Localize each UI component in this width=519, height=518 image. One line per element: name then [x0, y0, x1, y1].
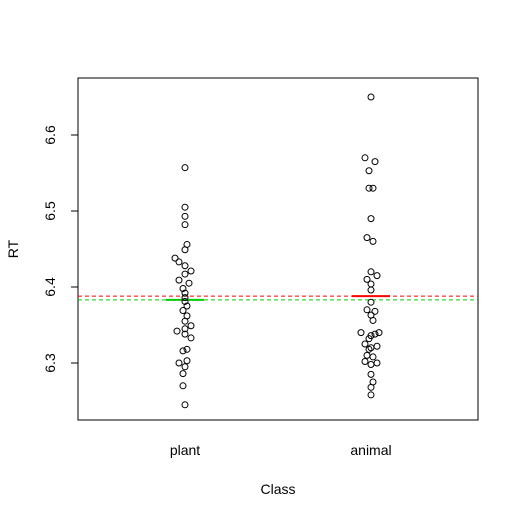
data-point [171, 254, 179, 262]
x-tick-label: plant [170, 442, 200, 458]
data-point [369, 184, 377, 192]
y-axis: 6.3 6.4 6.5 6.6 [42, 125, 78, 373]
y-tick-label: 6.5 [42, 201, 58, 221]
data-point [181, 363, 189, 371]
data-point [361, 154, 369, 162]
data-point [367, 280, 375, 288]
data-point [175, 258, 183, 266]
data-point [181, 221, 189, 229]
x-tick-label: animal [350, 442, 391, 458]
data-point [367, 391, 375, 399]
data-point [187, 267, 195, 275]
data-point [363, 351, 371, 359]
data-point [367, 298, 375, 306]
data-point [365, 184, 373, 192]
data-point [369, 316, 377, 324]
data-point [367, 370, 375, 378]
data-point [181, 330, 189, 338]
data-point [179, 285, 187, 293]
data-point [181, 246, 189, 254]
data-point [179, 382, 187, 390]
data-point [373, 359, 381, 367]
plot-frame [77, 77, 479, 421]
data-point [179, 347, 187, 355]
data-point [373, 342, 381, 350]
data-point [181, 164, 189, 172]
data-point [365, 167, 373, 175]
data-point [361, 357, 369, 365]
y-axis-label: RT [5, 239, 21, 258]
data-point [181, 289, 189, 297]
data-point [363, 306, 371, 314]
data-point [181, 203, 189, 211]
data-point [183, 357, 191, 365]
data-point [173, 327, 181, 335]
data-point [183, 345, 191, 353]
y-tick-label: 6.6 [42, 125, 58, 145]
data-point [181, 325, 189, 333]
data-point [371, 330, 379, 338]
data-point [367, 286, 375, 294]
data-point [371, 307, 379, 315]
data-point [181, 262, 189, 270]
data-point [183, 302, 191, 310]
y-tick-label: 6.4 [42, 277, 58, 297]
data-point [369, 237, 377, 245]
data-point [181, 317, 189, 325]
mean-lines [166, 295, 390, 301]
data-point [369, 353, 377, 361]
data-points [171, 93, 383, 409]
data-point [181, 401, 189, 409]
data-point [185, 279, 193, 287]
data-point [375, 329, 383, 337]
data-point [367, 361, 375, 369]
data-point [187, 322, 195, 330]
data-point [363, 234, 371, 242]
data-point [175, 359, 183, 367]
y-tick-label: 6.3 [42, 353, 58, 373]
data-point [367, 215, 375, 223]
data-point [367, 344, 375, 352]
data-point [373, 272, 381, 280]
data-point [179, 307, 187, 315]
data-point [361, 340, 369, 348]
reference-lines [78, 295, 478, 301]
data-point [179, 370, 187, 378]
data-point [363, 275, 371, 283]
data-point [367, 268, 375, 276]
data-point [367, 383, 375, 391]
x-axis: plant animal [170, 442, 392, 458]
data-point [175, 276, 183, 284]
data-point [181, 297, 189, 305]
x-axis-label: Class [260, 481, 295, 497]
data-point [365, 345, 373, 353]
data-point [181, 212, 189, 220]
data-point [357, 329, 365, 337]
data-point [181, 294, 189, 302]
data-point [371, 158, 379, 166]
data-point [187, 334, 195, 342]
data-point [181, 270, 189, 278]
data-point [365, 335, 373, 343]
data-point [367, 93, 375, 101]
